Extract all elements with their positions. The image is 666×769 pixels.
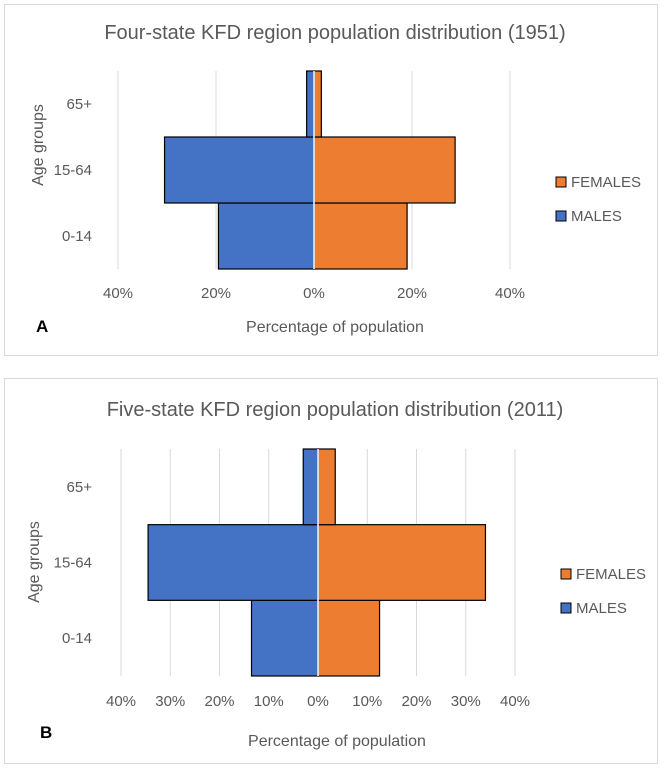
bar-males-0-14 — [217, 202, 315, 270]
y-tick-label: 65+ — [67, 96, 93, 113]
chart-title: Five-state KFD region population distrib… — [107, 399, 564, 421]
y-tick-label: 0-14 — [62, 630, 92, 647]
panel-label: A — [36, 317, 48, 336]
x-tick-label: 30% — [451, 693, 481, 710]
x-tick-label: 20% — [401, 693, 431, 710]
x-axis-title: Percentage of population — [246, 319, 424, 336]
chart-title: Four-state KFD region population distrib… — [104, 22, 565, 44]
bar-females-15-64 — [313, 136, 456, 204]
x-tick-label: 40% — [106, 693, 136, 710]
legend-label-males: MALES — [576, 600, 627, 617]
x-tick-label: 20% — [204, 693, 234, 710]
x-tick-label: 10% — [352, 693, 382, 710]
y-tick-label: 0-14 — [62, 228, 92, 245]
y-tick-label: 15-64 — [54, 555, 92, 572]
x-tick-label: 40% — [495, 285, 525, 302]
chart-panel-b: Five-state KFD region population distrib… — [4, 378, 658, 764]
x-tick-label: 40% — [500, 693, 530, 710]
chart-a-svg: Four-state KFD region population distrib… — [30, 22, 641, 336]
bar-females-65+ — [313, 70, 322, 138]
x-tick-label: 20% — [397, 285, 427, 302]
chart-b-svg: Five-state KFD region population distrib… — [26, 399, 646, 750]
x-tick-label: 30% — [155, 693, 185, 710]
bar-males-15-64 — [147, 524, 319, 601]
legend-swatch-males — [555, 210, 567, 222]
x-axis-title: Percentage of population — [248, 733, 426, 750]
y-axis-title: Age groups — [26, 521, 43, 603]
x-tick-label: 40% — [103, 285, 133, 302]
bar-males-15-64 — [163, 136, 315, 204]
legend-swatch-females — [560, 568, 572, 580]
y-tick-label: 65+ — [67, 479, 93, 496]
legend-swatch-females — [555, 176, 567, 188]
legend-label-females: FEMALES — [571, 174, 641, 191]
bar-females-15-64 — [317, 524, 487, 601]
chart-panel-a: Four-state KFD region population distrib… — [4, 4, 658, 356]
legend-swatch-males — [560, 602, 572, 614]
bar-males-0-14 — [250, 599, 319, 677]
x-tick-label: 0% — [307, 693, 329, 710]
y-tick-label: 15-64 — [54, 162, 92, 179]
x-tick-label: 10% — [254, 693, 284, 710]
legend-label-females: FEMALES — [576, 566, 646, 583]
bar-males-65+ — [306, 70, 315, 138]
legend-label-males: MALES — [571, 208, 622, 225]
bar-females-0-14 — [317, 599, 381, 677]
panel-label: B — [40, 723, 52, 742]
bar-males-65+ — [302, 448, 319, 526]
bar-females-0-14 — [313, 202, 408, 270]
bar-females-65+ — [317, 448, 336, 526]
x-tick-label: 20% — [201, 285, 231, 302]
x-tick-label: 0% — [303, 285, 325, 302]
y-axis-title: Age groups — [30, 104, 47, 186]
